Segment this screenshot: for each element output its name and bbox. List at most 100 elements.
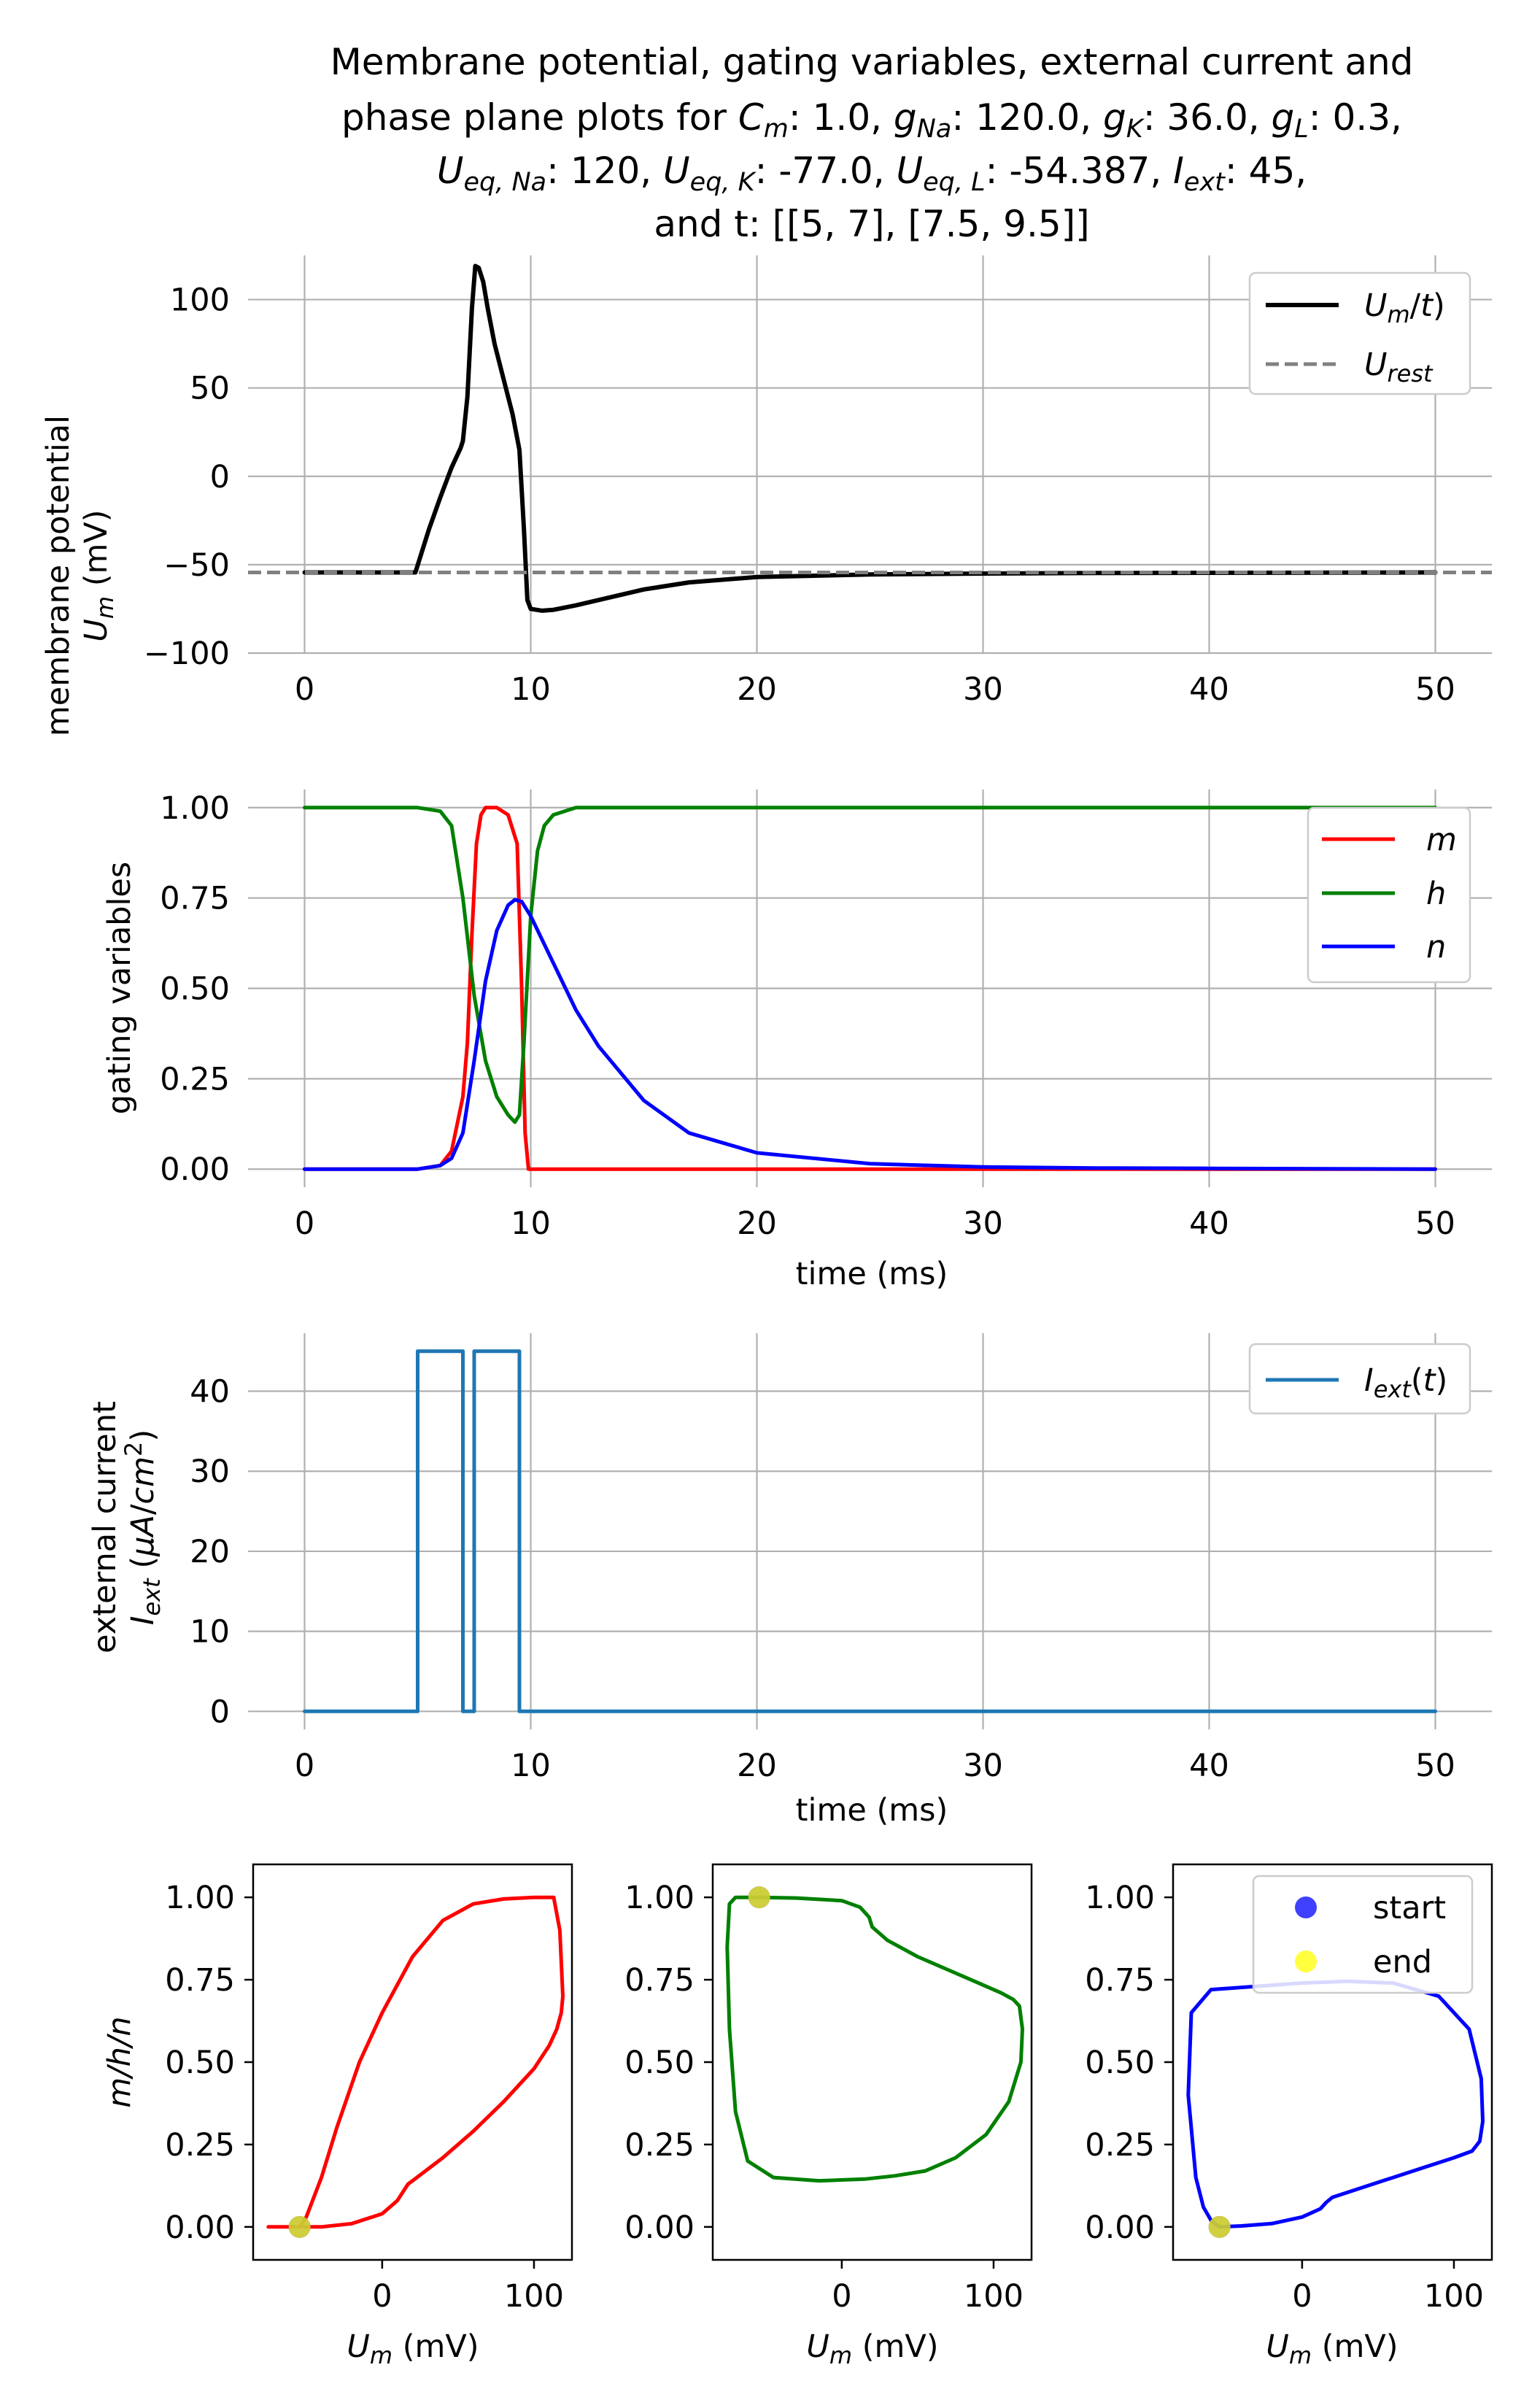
ytick-label: 100 (170, 282, 230, 319)
xtick-label: 20 (737, 1748, 777, 1784)
figure-title: Membrane potential, gating variables, ex… (330, 41, 1414, 245)
phase-m-ticks: 0 100 0.00 0.25 0.50 0.75 1.00 (165, 1880, 564, 2315)
xtick-label: 0 (295, 1205, 314, 1242)
phase-n-xlabel: Um (mV) (1266, 2328, 1398, 2369)
gating-legend: m h n (1307, 806, 1471, 984)
phase-m-xlabel: Um (mV) (347, 2328, 479, 2369)
ytick-label: 40 (190, 1374, 230, 1411)
ytick-label: 0.00 (160, 1151, 230, 1188)
ytick-label: 0.50 (165, 2045, 235, 2081)
ytick-label: 0.25 (160, 1061, 230, 1097)
title-line-2: phase plane plots for Cm: 1.0, gNa: 120.… (341, 96, 1402, 144)
ytick-label: 0.50 (624, 2045, 695, 2081)
series-line-gating-1 (303, 806, 1437, 1124)
xtick-label: 50 (1415, 671, 1455, 708)
ytick-label: 0 (210, 1694, 230, 1730)
ytick-label: 50 (190, 371, 230, 407)
xtick-label: 20 (737, 1205, 777, 1242)
legend-label-n: n (1426, 929, 1446, 965)
legend-marker-end (1295, 1950, 1317, 1972)
xtick-label: 0 (295, 671, 314, 708)
phase-m-ylabel: m/h/n (101, 2016, 138, 2107)
xtick-label: 0 (1292, 2278, 1312, 2315)
series-line-gating-0 (303, 806, 1437, 1171)
ytick-label: 1.00 (160, 790, 230, 827)
marker-end-phase-m (288, 2215, 311, 2238)
ytick-label: 1.00 (1085, 1880, 1155, 1916)
legend-marker-start (1295, 1896, 1317, 1918)
series-line-current-0 (303, 1349, 1437, 1713)
external-current-panel: 0 10 20 30 40 50 0 10 20 30 40 external current Ie… (87, 1333, 1492, 1829)
title-line-1: Membrane potential, gating variables, ex… (330, 41, 1414, 83)
xtick-label: 20 (737, 671, 777, 708)
legend-label-urest: Urest (1364, 347, 1434, 387)
current-xlabel: time (ms) (796, 1792, 948, 1829)
membrane-legend: Um/t) Urest (1248, 271, 1471, 395)
phase-legend: start end (1252, 1875, 1474, 1994)
ytick-label: 30 (190, 1454, 230, 1490)
phase-n-lines (1186, 1979, 1485, 2238)
xtick-label: 10 (511, 1205, 551, 1242)
xtick-label: 100 (1424, 2278, 1484, 2315)
current-legend: Iext(t) (1248, 1343, 1471, 1415)
series-line-phase-h-0 (725, 1895, 1024, 2183)
ytick-label: 20 (190, 1534, 230, 1570)
ytick-label: 1.00 (165, 1880, 235, 1916)
xtick-label: 0 (372, 2278, 392, 2315)
membrane-ylabel-2: Um (mV) (78, 509, 119, 641)
ytick-label: 1.00 (624, 1880, 695, 1916)
legend-label-iext: Iext(t) (1364, 1362, 1447, 1403)
ytick-label: 10 (190, 1614, 230, 1651)
ytick-label: −50 (163, 547, 230, 584)
ytick-label: 0.25 (1085, 2127, 1155, 2164)
ytick-label: 0.75 (160, 881, 230, 917)
phase-n-ticks: 0 100 0.00 0.25 0.50 0.75 1.00 (1085, 1880, 1484, 2315)
xtick-label: 30 (963, 1205, 1003, 1242)
gating-ylabel: gating variables (101, 862, 138, 1115)
phase-h-lines (725, 1886, 1024, 2183)
gating-variables-panel: 0 10 20 30 40 50 0.00 0.25 0.50 0.75 1.00 gating v… (101, 790, 1492, 1292)
legend-label-start: start (1373, 1890, 1446, 1926)
xtick-label: 50 (1415, 1748, 1455, 1784)
ytick-label: 0 (210, 459, 230, 495)
membrane-potential-panel: 0 10 20 30 40 50 −100 −50 0 50 100 membrane potent… (40, 255, 1492, 736)
phase-plane-n-panel: 0 100 0.00 0.25 0.50 0.75 1.00 Um (mV) start e… (1085, 1863, 1493, 2369)
ytick-label: 0.25 (165, 2127, 235, 2164)
ytick-label: −100 (144, 636, 230, 672)
ytick-label: 0.75 (624, 1962, 695, 1999)
xtick-label: 100 (504, 2278, 564, 2315)
marker-end-phase-n (1208, 2215, 1231, 2238)
ytick-label: 0.75 (165, 1962, 235, 1999)
title-line-3: Ueq, Na: 120, Ueq, K: -77.0, Ueq, L: -54… (437, 150, 1307, 197)
membrane-ticks: 0 10 20 30 40 50 −100 −50 0 50 100 (144, 282, 1455, 708)
phase-h-xlabel: Um (mV) (806, 2328, 938, 2369)
current-lines (303, 1349, 1437, 1713)
phase-plane-m-panel: 0 100 0.00 0.25 0.50 0.75 1.00 m/h/n Um (mV) (101, 1863, 573, 2369)
ytick-label: 0.75 (1085, 1962, 1155, 1999)
title-line-4: and t: [[5, 7], [7.5, 9.5]] (654, 203, 1089, 245)
gating-xlabel: time (ms) (796, 1256, 948, 1292)
ytick-label: 0.25 (624, 2127, 695, 2164)
xtick-label: 40 (1189, 1748, 1229, 1784)
ytick-label: 0.50 (160, 971, 230, 1008)
xtick-label: 10 (511, 671, 551, 708)
xtick-label: 0 (832, 2278, 851, 2315)
current-ylabel-2: Iext (µA/cm2) (120, 1429, 166, 1625)
xtick-label: 40 (1189, 1205, 1229, 1242)
marker-end-phase-h (748, 1886, 770, 1909)
ytick-label: 0.00 (1085, 2210, 1155, 2246)
series-line-phase-n-0 (1186, 1979, 1485, 2229)
series-line-phase-m-0 (266, 1895, 565, 2229)
current-ticks: 0 10 20 30 40 50 0 10 20 30 40 (190, 1374, 1455, 1784)
legend-label-m: m (1426, 822, 1457, 858)
current-ylabel-1: external current (87, 1401, 123, 1653)
ytick-label: 0.50 (1085, 2045, 1155, 2081)
gating-lines (303, 806, 1437, 1171)
series-line-membrane-0 (302, 263, 1438, 613)
phase-h-ticks: 0 100 0.00 0.25 0.50 0.75 1.00 (624, 1880, 1024, 2315)
membrane-ylabel-1: membrane potential (40, 415, 77, 736)
legend-label-h: h (1426, 876, 1446, 912)
xtick-label: 0 (295, 1748, 314, 1784)
series-line-gating-2 (303, 898, 1437, 1171)
